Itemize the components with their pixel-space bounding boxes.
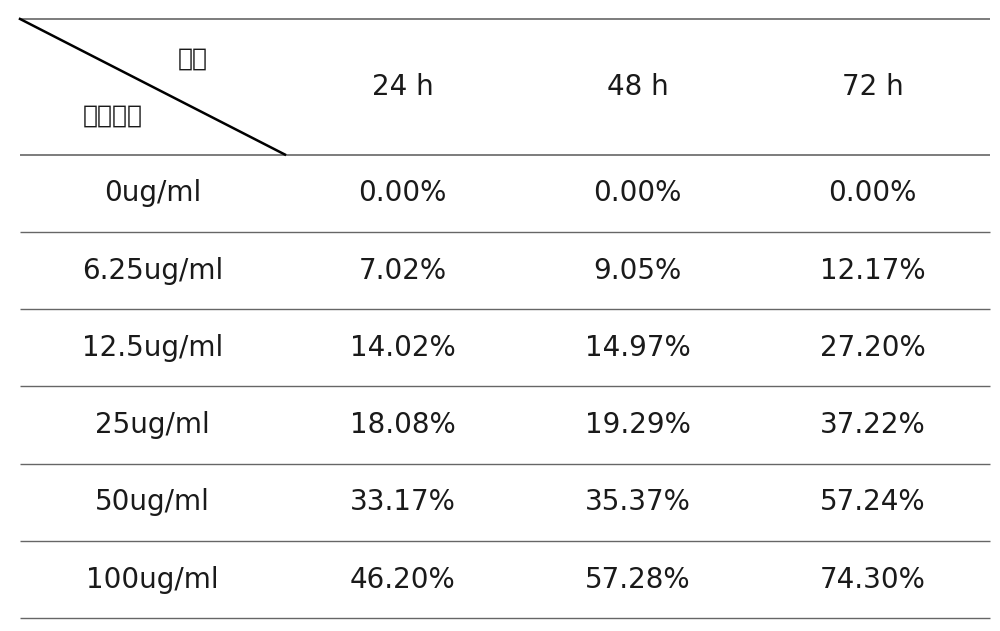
Text: 7.02%: 7.02% bbox=[358, 257, 447, 285]
Text: 12.17%: 12.17% bbox=[820, 257, 925, 285]
Text: 57.24%: 57.24% bbox=[820, 488, 925, 516]
Text: 12.5ug/ml: 12.5ug/ml bbox=[82, 334, 223, 362]
Text: 57.28%: 57.28% bbox=[585, 566, 690, 594]
Text: 37.22%: 37.22% bbox=[820, 411, 925, 439]
Text: 33.17%: 33.17% bbox=[350, 488, 455, 516]
Text: 35.37%: 35.37% bbox=[585, 488, 690, 516]
Text: 72 h: 72 h bbox=[842, 73, 903, 101]
Text: 14.97%: 14.97% bbox=[585, 334, 690, 362]
Text: 0.00%: 0.00% bbox=[593, 179, 682, 207]
Text: 74.30%: 74.30% bbox=[820, 566, 925, 594]
Text: 19.29%: 19.29% bbox=[585, 411, 690, 439]
Text: 48 h: 48 h bbox=[607, 73, 668, 101]
Text: 14.02%: 14.02% bbox=[350, 334, 455, 362]
Text: 46.20%: 46.20% bbox=[350, 566, 455, 594]
Text: 27.20%: 27.20% bbox=[820, 334, 925, 362]
Text: 0ug/ml: 0ug/ml bbox=[104, 179, 201, 207]
Text: 25ug/ml: 25ug/ml bbox=[95, 411, 210, 439]
Text: 9.05%: 9.05% bbox=[593, 257, 682, 285]
Text: 0.00%: 0.00% bbox=[828, 179, 917, 207]
Text: 24 h: 24 h bbox=[372, 73, 433, 101]
Text: 0.00%: 0.00% bbox=[358, 179, 447, 207]
Text: 50ug/ml: 50ug/ml bbox=[95, 488, 210, 516]
Text: 100ug/ml: 100ug/ml bbox=[86, 566, 219, 594]
Text: 时间: 时间 bbox=[178, 46, 208, 71]
Text: 样品浓度: 样品浓度 bbox=[83, 103, 143, 127]
Text: 18.08%: 18.08% bbox=[350, 411, 455, 439]
Text: 6.25ug/ml: 6.25ug/ml bbox=[82, 257, 223, 285]
